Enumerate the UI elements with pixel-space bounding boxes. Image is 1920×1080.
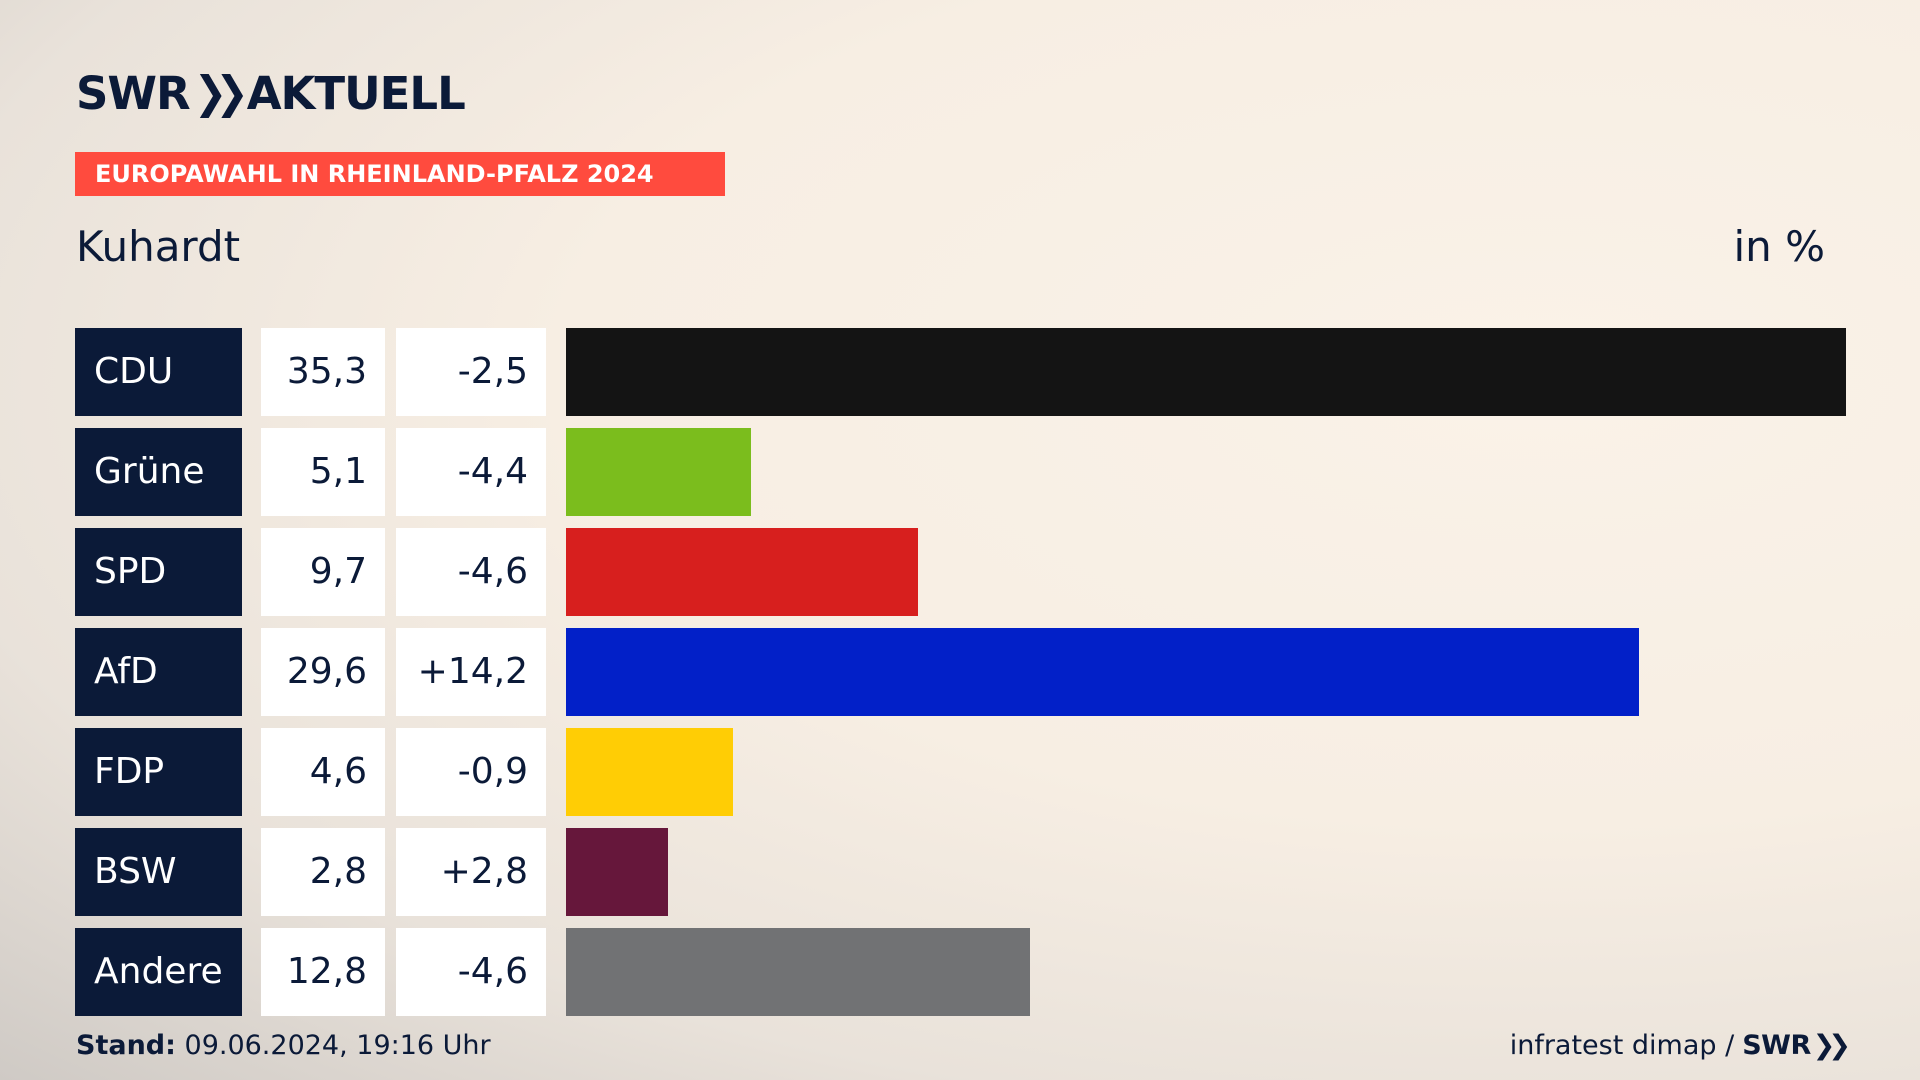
vote-share-value: 5,1 xyxy=(261,428,385,516)
result-row: CDU 35,3 -2,5 xyxy=(75,328,1846,416)
timestamp: Stand: 09.06.2024, 19:16 Uhr xyxy=(76,1030,491,1061)
place-title: Kuhardt xyxy=(76,222,241,271)
result-bar xyxy=(566,728,733,816)
party-label: CDU xyxy=(75,328,242,416)
result-row: Grüne 5,1 -4,4 xyxy=(75,428,1845,516)
stand-label: Stand: xyxy=(76,1030,176,1061)
result-bar xyxy=(566,828,668,916)
logo-swr-text: SWR xyxy=(76,66,191,120)
result-row: FDP 4,6 -0,9 xyxy=(75,728,1845,816)
election-banner: EUROPAWAHL IN RHEINLAND-PFALZ 2024 xyxy=(75,152,725,196)
vote-change-value: -4,6 xyxy=(396,528,546,616)
result-bar xyxy=(566,428,751,516)
vote-share-value: 4,6 xyxy=(261,728,385,816)
vote-share-value: 2,8 xyxy=(261,828,385,916)
result-row: BSW 2,8 +2,8 xyxy=(75,828,1845,916)
chevrons-icon: ❯❯ xyxy=(193,67,249,119)
vote-share-value: 35,3 xyxy=(261,328,385,416)
party-label: SPD xyxy=(75,528,242,616)
party-label: AfD xyxy=(75,628,242,716)
result-row: AfD 29,6 +14,2 xyxy=(75,628,1845,716)
source-text: infratest dimap / xyxy=(1509,1030,1735,1061)
vote-change-value: -0,9 xyxy=(396,728,546,816)
result-bar xyxy=(566,928,1030,1016)
result-row: Andere 12,8 -4,6 xyxy=(75,928,1845,1016)
result-bar xyxy=(566,528,918,616)
unit-label: in % xyxy=(1733,222,1825,271)
result-row: SPD 9,7 -4,6 xyxy=(75,528,1845,616)
source-credit: infratest dimap / SWR ❯❯ xyxy=(1509,1030,1851,1061)
vote-share-value: 12,8 xyxy=(261,928,385,1016)
party-label: BSW xyxy=(75,828,242,916)
source-chevrons-icon: ❯❯ xyxy=(1812,1030,1851,1061)
party-label: Grüne xyxy=(75,428,242,516)
vote-change-value: -2,5 xyxy=(396,328,546,416)
logo-aktuell-text: AKTUELL xyxy=(246,66,466,120)
result-bar xyxy=(566,628,1639,716)
swr-aktuell-logo: SWR ❯❯ AKTUELL xyxy=(76,66,466,120)
party-label: FDP xyxy=(75,728,242,816)
results-chart: CDU 35,3 -2,5 Grüne 5,1 -4,4 SPD 9,7 -4,6 AfD 29,6… xyxy=(75,328,1846,1028)
party-label: Andere xyxy=(75,928,242,1016)
vote-change-value: -4,6 xyxy=(396,928,546,1016)
vote-share-value: 9,7 xyxy=(261,528,385,616)
vote-change-value: +14,2 xyxy=(396,628,546,716)
result-bar xyxy=(566,328,1846,416)
vote-change-value: -4,4 xyxy=(396,428,546,516)
vote-share-value: 29,6 xyxy=(261,628,385,716)
stand-value: 09.06.2024, 19:16 Uhr xyxy=(184,1030,491,1061)
vote-change-value: +2,8 xyxy=(396,828,546,916)
source-brand: SWR xyxy=(1742,1030,1811,1061)
